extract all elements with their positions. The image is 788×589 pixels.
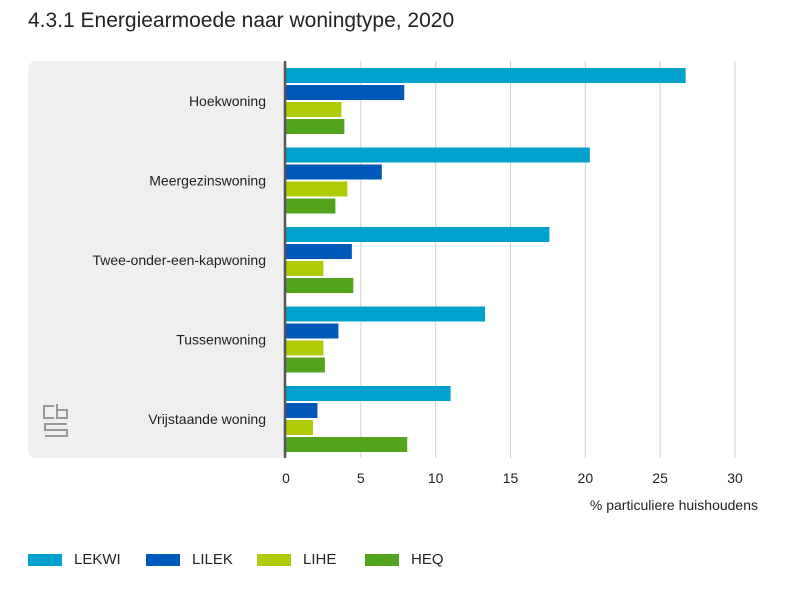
bar-lilek (286, 85, 405, 100)
bar-lilek (286, 244, 352, 259)
bar-lekwi (286, 306, 486, 322)
legend-item-lihe[interactable]: LIHE (257, 551, 336, 568)
category-label: Meergezinswoning (149, 173, 266, 189)
legend-item-lilek[interactable]: LILEK (146, 551, 233, 568)
legend-swatch (28, 553, 62, 566)
legend-item-lekwi[interactable]: LEKWI (28, 551, 121, 568)
x-tick-label: 20 (578, 470, 594, 486)
bar-lilek (286, 403, 318, 418)
chart-title: 4.3.1 Energiearmoede naar woningtype, 20… (28, 9, 455, 32)
bar-lekwi (286, 227, 550, 242)
bar-lihe (286, 340, 324, 356)
bar-lekwi (286, 147, 590, 163)
bar-lilek (286, 164, 382, 180)
bar-heq (286, 278, 354, 293)
bar-lilek (286, 323, 339, 339)
category-label: Hoekwoning (189, 93, 266, 109)
bar-lekwi (286, 68, 686, 83)
bar-lihe (286, 181, 348, 197)
legend-label: LILEK (192, 551, 233, 568)
legend-swatch (146, 553, 180, 566)
category-label: Vrijstaande woning (148, 411, 266, 427)
x-tick-label: 15 (503, 470, 519, 486)
bar-heq (286, 437, 408, 452)
x-tick-label: 10 (428, 470, 444, 486)
bar-lihe (286, 420, 313, 435)
bar-heq (286, 357, 325, 373)
category-label: Tussenwoning (176, 332, 266, 348)
legend-swatch (257, 553, 291, 566)
legend-swatch (365, 553, 399, 566)
legend-item-heq[interactable]: HEQ (365, 551, 444, 568)
bar-heq (286, 198, 336, 214)
legend-label: LIHE (303, 551, 337, 568)
category-panel (28, 61, 285, 458)
legend-label: HEQ (411, 551, 444, 568)
bar-lihe (286, 261, 324, 276)
legend-label: LEKWI (74, 551, 121, 568)
x-tick-label: 0 (282, 470, 290, 486)
x-tick-label: 5 (357, 470, 365, 486)
cbs-logo-icon (43, 404, 68, 437)
x-tick-label: 30 (727, 470, 743, 486)
x-tick-label: 25 (652, 470, 668, 486)
x-axis-label: % particuliere huishoudens (590, 497, 758, 513)
bar-heq (286, 119, 345, 134)
bar-lihe (286, 102, 342, 117)
bar-lekwi (286, 386, 451, 401)
category-label: Twee-onder-een-kapwoning (92, 252, 266, 268)
